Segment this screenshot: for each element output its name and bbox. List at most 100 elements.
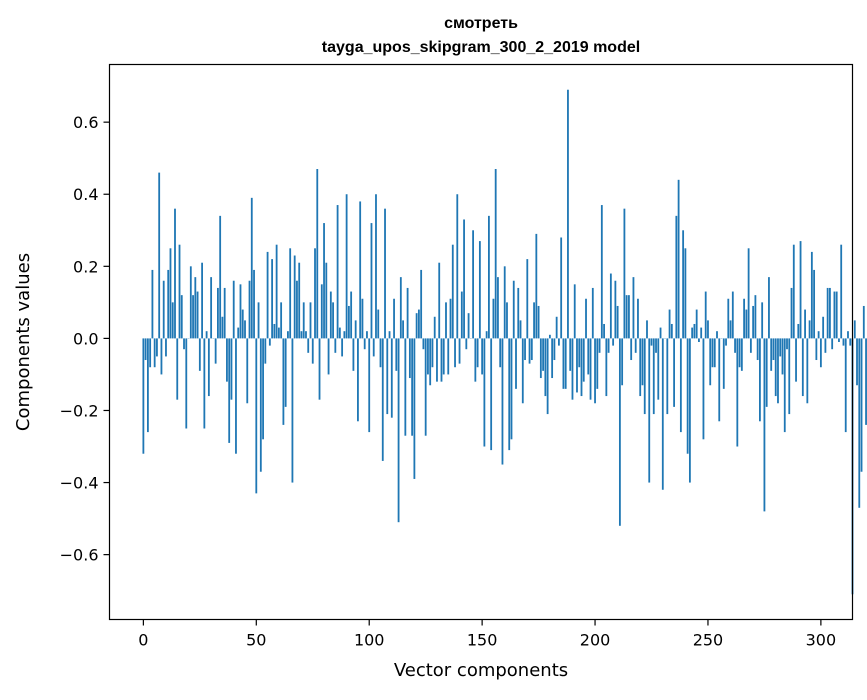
bar-component-233: [669, 310, 671, 339]
bar-component-102: [373, 338, 375, 356]
bar-component-225: [651, 338, 653, 345]
y-axis-label: Components values: [13, 253, 34, 431]
bars-group: [142, 90, 867, 595]
bar-component-305: [831, 338, 833, 349]
bar-component-79: [321, 284, 323, 338]
bar-component-92: [350, 292, 352, 339]
bar-component-211: [619, 338, 621, 525]
y-tick-label: −0.4: [60, 474, 99, 493]
bar-component-135: [447, 338, 449, 374]
bar-component-172: [531, 338, 533, 360]
bar-component-303: [827, 288, 829, 338]
bar-component-157: [497, 277, 499, 338]
bar-component-279: [773, 338, 775, 360]
bar-component-234: [671, 324, 673, 338]
bar-component-158: [499, 338, 501, 367]
bar-component-222: [644, 338, 646, 414]
bar-component-163: [511, 338, 513, 439]
bar-component-12: [170, 248, 172, 338]
y-axis-ticks: −0.6−0.4−0.20.00.20.40.6: [60, 113, 110, 564]
bar-component-250: [707, 320, 709, 338]
bar-component-275: [764, 338, 766, 511]
bar-component-183: [556, 317, 558, 339]
bar-component-169: [524, 338, 526, 360]
bar-component-230: [662, 338, 664, 489]
bar-component-38: [228, 338, 230, 443]
bar-component-97: [362, 299, 364, 339]
bar-component-103: [375, 194, 377, 338]
bar-component-81: [325, 263, 327, 339]
bar-component-2: [147, 338, 149, 432]
bar-component-168: [522, 338, 524, 403]
bar-component-13: [172, 302, 174, 338]
bar-component-286: [788, 338, 790, 414]
bar-component-109: [389, 331, 391, 338]
bar-component-89: [343, 331, 345, 338]
bar-component-82: [328, 338, 330, 374]
bar-component-223: [646, 320, 648, 338]
bar-component-224: [648, 338, 650, 482]
bar-component-278: [770, 338, 772, 370]
bar-component-267: [745, 310, 747, 339]
bar-component-274: [761, 302, 763, 338]
y-tick-label: −0.6: [60, 546, 99, 565]
bar-component-300: [820, 338, 822, 367]
bar-component-134: [445, 302, 447, 338]
bar-component-160: [504, 266, 506, 338]
bar-component-203: [601, 205, 603, 338]
bar-component-132: [441, 338, 443, 381]
bar-component-80: [323, 223, 325, 338]
bar-component-198: [590, 338, 592, 399]
bar-component-65: [289, 248, 291, 338]
bar-component-14: [174, 209, 176, 339]
bar-component-129: [434, 317, 436, 339]
bar-component-24: [197, 292, 199, 339]
x-tick-label: 250: [693, 631, 724, 650]
bar-component-178: [544, 338, 546, 396]
bar-component-204: [603, 324, 605, 338]
bar-component-27: [203, 338, 205, 428]
bar-component-215: [628, 295, 630, 338]
bar-component-296: [811, 252, 813, 338]
bar-component-193: [578, 338, 580, 367]
bar-component-77: [316, 169, 318, 338]
bar-component-196: [585, 299, 587, 339]
bar-component-241: [687, 338, 689, 453]
bar-component-120: [413, 338, 415, 479]
bar-component-125: [425, 338, 427, 435]
bar-component-54: [264, 338, 266, 363]
bar-component-66: [292, 338, 294, 482]
bar-component-240: [684, 248, 686, 338]
bar-component-130: [436, 338, 438, 381]
bar-component-86: [337, 205, 339, 338]
bar-component-44: [242, 310, 244, 339]
bar-component-317: [858, 338, 860, 507]
bar-component-153: [488, 216, 490, 339]
bar-component-73: [307, 338, 309, 352]
bar-component-46: [246, 338, 248, 403]
bar-component-150: [481, 338, 483, 374]
bar-component-192: [576, 338, 578, 392]
bar-component-214: [626, 295, 628, 338]
bar-component-72: [305, 331, 307, 338]
bar-component-117: [407, 288, 409, 338]
bar-component-208: [612, 338, 614, 345]
bar-component-259: [727, 299, 729, 339]
bar-component-191: [574, 284, 576, 338]
bar-component-242: [689, 338, 691, 482]
bar-component-277: [768, 277, 770, 338]
bar-component-19: [185, 338, 187, 428]
bar-component-30: [210, 277, 212, 338]
bar-component-207: [610, 274, 612, 339]
bar-component-104: [377, 310, 379, 339]
bar-component-156: [495, 169, 497, 338]
bar-component-295: [809, 320, 811, 338]
bar-component-190: [572, 338, 574, 399]
chart-title-line1: смотреть: [444, 15, 518, 32]
bar-component-245: [696, 310, 698, 339]
bar-component-17: [181, 295, 183, 338]
bar-component-75: [312, 338, 314, 363]
bar-component-304: [829, 288, 831, 338]
bar-component-288: [793, 245, 795, 339]
